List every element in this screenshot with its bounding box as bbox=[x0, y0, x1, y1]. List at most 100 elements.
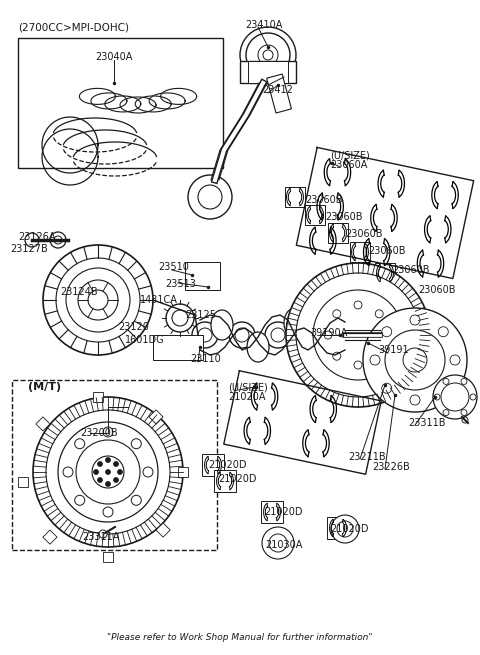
Text: 21020D: 21020D bbox=[264, 507, 302, 517]
Circle shape bbox=[88, 290, 108, 310]
Bar bbox=[285, 187, 305, 207]
Text: 23127B: 23127B bbox=[10, 244, 48, 254]
Circle shape bbox=[188, 175, 232, 219]
Bar bbox=[328, 223, 348, 243]
Text: 23200B: 23200B bbox=[80, 428, 118, 438]
Text: 23060B: 23060B bbox=[368, 246, 406, 256]
Circle shape bbox=[43, 245, 153, 355]
Circle shape bbox=[338, 328, 352, 342]
Circle shape bbox=[269, 534, 287, 552]
Circle shape bbox=[363, 308, 467, 412]
Text: 39191: 39191 bbox=[378, 345, 408, 355]
Bar bbox=[103, 552, 113, 562]
Ellipse shape bbox=[247, 332, 269, 362]
Text: 23510: 23510 bbox=[158, 262, 189, 272]
Circle shape bbox=[308, 328, 322, 342]
Circle shape bbox=[271, 328, 285, 342]
Circle shape bbox=[118, 470, 122, 474]
Circle shape bbox=[106, 457, 110, 462]
Text: 21020D: 21020D bbox=[218, 474, 256, 484]
Text: 23513: 23513 bbox=[165, 279, 196, 289]
Text: 23211B: 23211B bbox=[348, 452, 385, 462]
Bar bbox=[185, 262, 220, 290]
Circle shape bbox=[438, 327, 448, 337]
Circle shape bbox=[172, 310, 188, 326]
Ellipse shape bbox=[284, 308, 306, 338]
Circle shape bbox=[258, 45, 278, 65]
Circle shape bbox=[66, 268, 130, 332]
Text: (2700CC>MPI-DOHC): (2700CC>MPI-DOHC) bbox=[18, 22, 129, 32]
Text: (U/SIZE): (U/SIZE) bbox=[330, 150, 370, 160]
Bar bbox=[153, 335, 203, 360]
Circle shape bbox=[470, 394, 476, 400]
Circle shape bbox=[113, 477, 119, 483]
Text: 23060B: 23060B bbox=[305, 195, 343, 205]
Bar bbox=[43, 530, 57, 544]
Circle shape bbox=[166, 304, 194, 332]
Circle shape bbox=[33, 397, 183, 547]
Circle shape bbox=[443, 409, 449, 415]
Circle shape bbox=[375, 352, 383, 360]
Circle shape bbox=[25, 233, 39, 247]
Circle shape bbox=[434, 394, 440, 400]
Circle shape bbox=[106, 481, 110, 487]
Text: 21020D: 21020D bbox=[208, 460, 247, 470]
Text: "Please refer to Work Shop Manual for further information": "Please refer to Work Shop Manual for fu… bbox=[107, 633, 373, 641]
Circle shape bbox=[354, 361, 362, 369]
Bar bbox=[214, 470, 236, 492]
Circle shape bbox=[58, 422, 158, 522]
Bar bbox=[18, 38, 223, 168]
Text: 21030A: 21030A bbox=[265, 540, 302, 550]
Circle shape bbox=[354, 301, 362, 309]
Bar bbox=[36, 417, 50, 431]
Text: 21020A: 21020A bbox=[228, 392, 265, 402]
Circle shape bbox=[461, 409, 467, 415]
Text: 23124B: 23124B bbox=[60, 287, 97, 297]
Circle shape bbox=[375, 310, 383, 318]
Circle shape bbox=[63, 467, 73, 477]
Circle shape bbox=[97, 462, 103, 466]
Text: (U/SIZE): (U/SIZE) bbox=[228, 382, 268, 392]
Circle shape bbox=[103, 507, 113, 517]
Circle shape bbox=[385, 330, 445, 390]
Circle shape bbox=[106, 470, 110, 474]
Circle shape bbox=[46, 410, 170, 534]
Text: (M/T): (M/T) bbox=[28, 382, 61, 392]
Circle shape bbox=[332, 322, 358, 348]
Circle shape bbox=[94, 470, 98, 474]
Circle shape bbox=[384, 331, 392, 339]
Bar bbox=[248, 61, 288, 83]
Bar bbox=[375, 263, 395, 283]
Text: 23040A: 23040A bbox=[95, 52, 132, 62]
Circle shape bbox=[229, 322, 255, 348]
Text: 23226B: 23226B bbox=[372, 462, 410, 472]
Text: 23060B: 23060B bbox=[418, 285, 456, 295]
Circle shape bbox=[302, 322, 328, 348]
Circle shape bbox=[433, 375, 477, 419]
Text: 23120: 23120 bbox=[118, 322, 149, 332]
Bar bbox=[240, 61, 296, 83]
Circle shape bbox=[410, 315, 420, 325]
Text: 23060A: 23060A bbox=[330, 160, 367, 170]
Text: 23410A: 23410A bbox=[245, 20, 282, 30]
Text: 23126A: 23126A bbox=[18, 232, 56, 242]
Circle shape bbox=[443, 379, 449, 384]
Bar bbox=[178, 467, 188, 477]
Text: 23060B: 23060B bbox=[345, 229, 383, 239]
Circle shape bbox=[103, 427, 113, 437]
Circle shape bbox=[132, 439, 141, 449]
Circle shape bbox=[78, 280, 118, 320]
Circle shape bbox=[324, 331, 332, 339]
Text: 1601DG: 1601DG bbox=[125, 335, 165, 345]
Bar bbox=[202, 454, 224, 476]
Bar bbox=[261, 501, 283, 523]
Circle shape bbox=[75, 495, 84, 505]
Text: 23110: 23110 bbox=[190, 354, 221, 364]
Bar bbox=[149, 410, 163, 424]
Text: 23125: 23125 bbox=[185, 310, 216, 320]
Circle shape bbox=[92, 456, 124, 488]
Circle shape bbox=[192, 322, 218, 348]
Circle shape bbox=[450, 355, 460, 365]
Circle shape bbox=[235, 328, 249, 342]
Circle shape bbox=[246, 33, 290, 77]
